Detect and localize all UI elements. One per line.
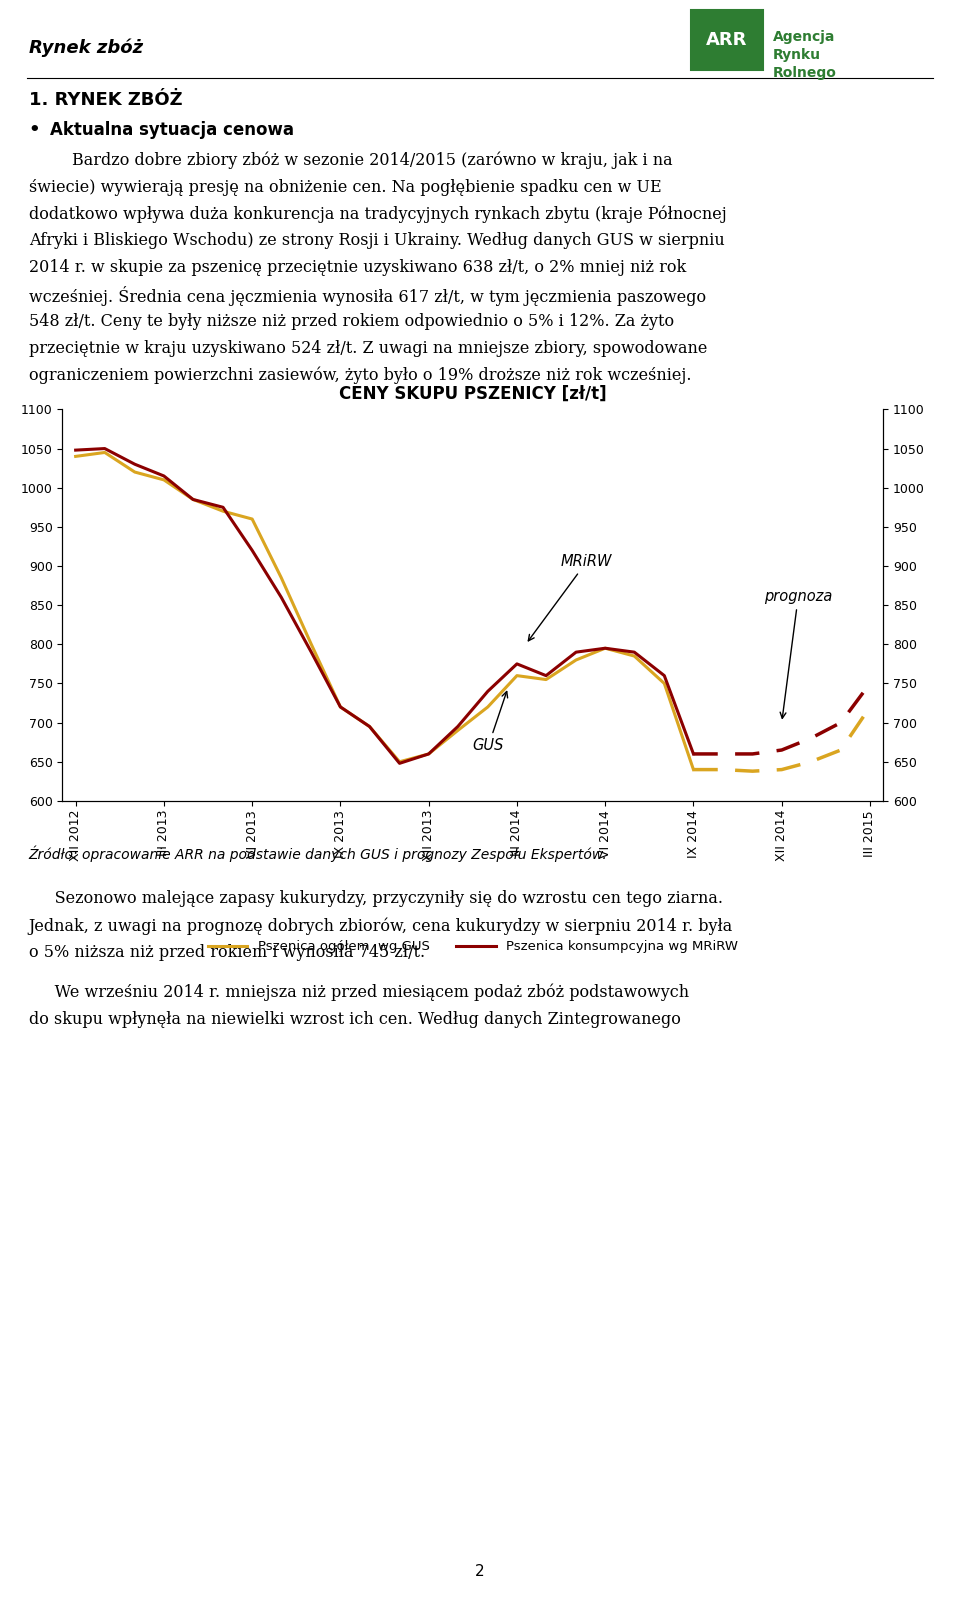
Text: ARR: ARR — [706, 30, 748, 50]
Text: dodatkowo wpływa duża konkurencja na tradycyjnych rynkach zbytu (kraje Północnej: dodatkowo wpływa duża konkurencja na tra… — [29, 206, 727, 224]
Text: Jednak, z uwagi na prognozę dobrych zbiorów, cena kukurydzy w sierpniu 2014 r. b: Jednak, z uwagi na prognozę dobrych zbio… — [29, 917, 733, 935]
Legend: Pszenica ogółem  wg GUS, Pszenica konsumpcyjna wg MRiRW: Pszenica ogółem wg GUS, Pszenica konsump… — [203, 935, 743, 959]
Text: Afryki i Bliskiego Wschodu) ze strony Rosji i Ukrainy. Według danych GUS w sierp: Afryki i Bliskiego Wschodu) ze strony Ro… — [29, 232, 725, 249]
Text: Agencja: Agencja — [773, 30, 835, 45]
Text: 548 zł/t. Ceny te były niższe niż przed rokiem odpowiednio o 5% i 12%. Za żyto: 548 zł/t. Ceny te były niższe niż przed … — [29, 313, 674, 329]
Text: We wrześniu 2014 r. mniejsza niż przed miesiącem podaż zbóż podstawowych: We wrześniu 2014 r. mniejsza niż przed m… — [29, 984, 689, 1002]
Text: o 5% niższa niż przed rokiem i wynosiła 745 zł/t.: o 5% niższa niż przed rokiem i wynosiła … — [29, 944, 425, 960]
Text: wcześniej. Średnia cena jęczmienia wynosiła 617 zł/t, w tym jęczmienia paszowego: wcześniej. Średnia cena jęczmienia wynos… — [29, 286, 706, 307]
Text: prognoza: prognoza — [764, 590, 832, 719]
Text: 1. RYNEK ZBÓŻ: 1. RYNEK ZBÓŻ — [29, 91, 182, 109]
Text: do skupu wpłynęła na niewielki wzrost ich cen. Według danych Zintegrowanego: do skupu wpłynęła na niewielki wzrost ic… — [29, 1010, 681, 1028]
Text: Źródło: opracowanie ARR na podstawie danych GUS i prognozy Zespołu Ekspertów.: Źródło: opracowanie ARR na podstawie dan… — [29, 845, 608, 863]
Text: Rynek zbóż: Rynek zbóż — [29, 38, 143, 58]
Title: CENY SKUPU PSZENICY [zł/t]: CENY SKUPU PSZENICY [zł/t] — [339, 384, 607, 403]
Text: Aktualna sytuacja cenowa: Aktualna sytuacja cenowa — [50, 121, 294, 139]
Text: •: • — [29, 121, 40, 139]
Text: Bardzo dobre zbiory zbóż w sezonie 2014/2015 (zarówno w kraju, jak i na: Bardzo dobre zbiory zbóż w sezonie 2014/… — [72, 152, 673, 169]
Text: 2: 2 — [475, 1564, 485, 1579]
Text: Sezonowo malejące zapasy kukurydzy, przyczyniły się do wzrostu cen tego ziarna.: Sezonowo malejące zapasy kukurydzy, przy… — [29, 890, 723, 908]
Text: GUS: GUS — [472, 692, 508, 753]
Text: Rolnego: Rolnego — [773, 66, 837, 80]
Text: przeciętnie w kraju uzyskiwano 524 zł/t. Z uwagi na mniejsze zbiory, spowodowane: przeciętnie w kraju uzyskiwano 524 zł/t.… — [29, 340, 708, 356]
Text: ograniczeniem powierzchni zasiewów, żyto było o 19% droższe niż rok wcześniej.: ograniczeniem powierzchni zasiewów, żyto… — [29, 366, 691, 384]
Text: Rynku: Rynku — [773, 48, 821, 62]
Text: 2014 r. w skupie za pszenicę przeciętnie uzyskiwano 638 zł/t, o 2% mniej niż rok: 2014 r. w skupie za pszenicę przeciętnie… — [29, 259, 686, 276]
Text: świecie) wywierają presję na obniżenie cen. Na pogłębienie spadku cen w UE: świecie) wywierają presję na obniżenie c… — [29, 179, 661, 195]
FancyBboxPatch shape — [691, 10, 763, 70]
Text: MRiRW: MRiRW — [528, 555, 612, 641]
